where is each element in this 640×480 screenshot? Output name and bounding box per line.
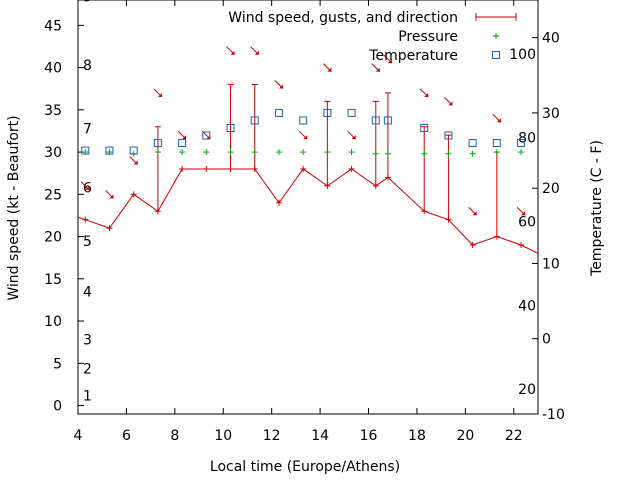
y-tick-label: 25 [44, 187, 62, 203]
x-tick-label: 12 [263, 428, 281, 444]
y2-tick-label: 10 [542, 256, 560, 272]
temperature-point [299, 116, 308, 125]
x-tick-label: 4 [74, 428, 83, 444]
temperature-point [81, 146, 90, 155]
x-tick-label: 16 [360, 428, 378, 444]
wind-series [77, 46, 539, 254]
direction-arrow-head [375, 67, 380, 72]
y-axis-title: Wind speed (kt - Beaufort) [6, 115, 22, 300]
beaufort-label: 9 [83, 0, 92, 6]
beaufort-label: 7 [83, 121, 92, 137]
temperature-point [153, 139, 162, 148]
y-tick-label: 10 [44, 314, 62, 330]
y-tick-label: 45 [44, 18, 62, 34]
y2-tick-label: 30 [542, 106, 560, 122]
temperature-point [178, 139, 187, 148]
legend-label-temperature: Temperature [368, 48, 458, 64]
temperature-point [274, 108, 283, 117]
wind-speed-line [77, 168, 539, 254]
x-tick-label: 20 [456, 428, 474, 444]
x-tick-label: 18 [408, 428, 426, 444]
axes-ticks: 4 6 8 10 12 14 16 18 20 22051015202530354045-1001… [44, 0, 565, 444]
legend-sample-temperature [492, 51, 500, 59]
y2-axis-title: Temperature (C - F) [589, 140, 605, 277]
temperature-point [202, 131, 211, 140]
x-tick-label: 6 [122, 428, 131, 444]
scale-labels: 12345678920406080100 [83, 0, 536, 404]
temperature-point [347, 108, 356, 117]
direction-arrow-head [278, 84, 283, 89]
fahrenheit-label: 80 [518, 131, 536, 147]
temperature-point [250, 116, 259, 125]
y2-tick-label: -10 [542, 407, 565, 423]
direction-arrow-head [472, 211, 477, 216]
direction-arrow-head [351, 135, 356, 140]
y-tick-label: 5 [53, 356, 62, 372]
plot-area [77, 0, 539, 415]
direction-arrow-head [254, 50, 259, 55]
beaufort-label: 5 [83, 234, 92, 250]
plot-border [77, 0, 539, 415]
beaufort-label: 4 [83, 284, 92, 300]
temperature-point [129, 146, 138, 155]
legend-label-wind: Wind speed, gusts, and direction [228, 10, 458, 26]
temperature-point [468, 139, 477, 148]
beaufort-label: 2 [83, 361, 92, 377]
y-tick-label: 35 [44, 103, 62, 119]
pressure-series [82, 149, 525, 157]
y-tick-label: 30 [44, 145, 62, 161]
temperature-point [323, 108, 332, 117]
direction-arrow-head [496, 118, 501, 123]
beaufort-label: 1 [83, 388, 92, 404]
direction-arrow-head [327, 67, 332, 72]
temperature-series [81, 108, 526, 155]
direction-arrow-head [182, 135, 187, 140]
y-tick-label: 40 [44, 61, 62, 77]
y-tick-label: 20 [44, 230, 62, 246]
direction-arrow-head [448, 101, 453, 106]
temperature-point [492, 139, 501, 148]
beaufort-label: 8 [83, 58, 92, 74]
x-tick-label: 22 [505, 428, 523, 444]
y2-tick-label: 0 [542, 332, 551, 348]
direction-arrow-head [387, 59, 392, 64]
y2-tick-label: 40 [542, 31, 560, 47]
legend-label-pressure: Pressure [398, 29, 458, 45]
x-tick-label: 10 [214, 428, 232, 444]
direction-arrow-head [109, 194, 114, 199]
direction-arrow-head [157, 92, 162, 97]
direction-arrow-head [521, 211, 526, 216]
fahrenheit-label: 100 [509, 47, 536, 63]
direction-arrow-head [85, 185, 90, 190]
direction-arrow-head [133, 160, 138, 165]
fahrenheit-label: 40 [518, 299, 536, 315]
legend: Wind speed, gusts, and direction Pressur… [228, 10, 517, 64]
y2-tick-label: 20 [542, 181, 560, 197]
x-tick-label: 14 [311, 428, 329, 444]
direction-arrow-head [303, 135, 308, 140]
fahrenheit-label: 60 [518, 214, 536, 230]
temperature-point [371, 116, 380, 125]
temperature-point [105, 146, 114, 155]
x-axis-title: Local time (Europe/Athens) [210, 459, 400, 475]
y-tick-label: 15 [44, 272, 62, 288]
temperature-point [444, 131, 453, 140]
temperature-point [517, 139, 526, 148]
temperature-point [383, 116, 392, 125]
temperature-point [420, 123, 429, 132]
y-tick-label: 0 [53, 399, 62, 415]
fahrenheit-label: 20 [518, 382, 536, 398]
x-tick-label: 8 [170, 428, 179, 444]
direction-arrow-head [230, 50, 235, 55]
direction-arrow-head [424, 92, 429, 97]
temperature-point [226, 123, 235, 132]
beaufort-label: 3 [83, 333, 92, 349]
